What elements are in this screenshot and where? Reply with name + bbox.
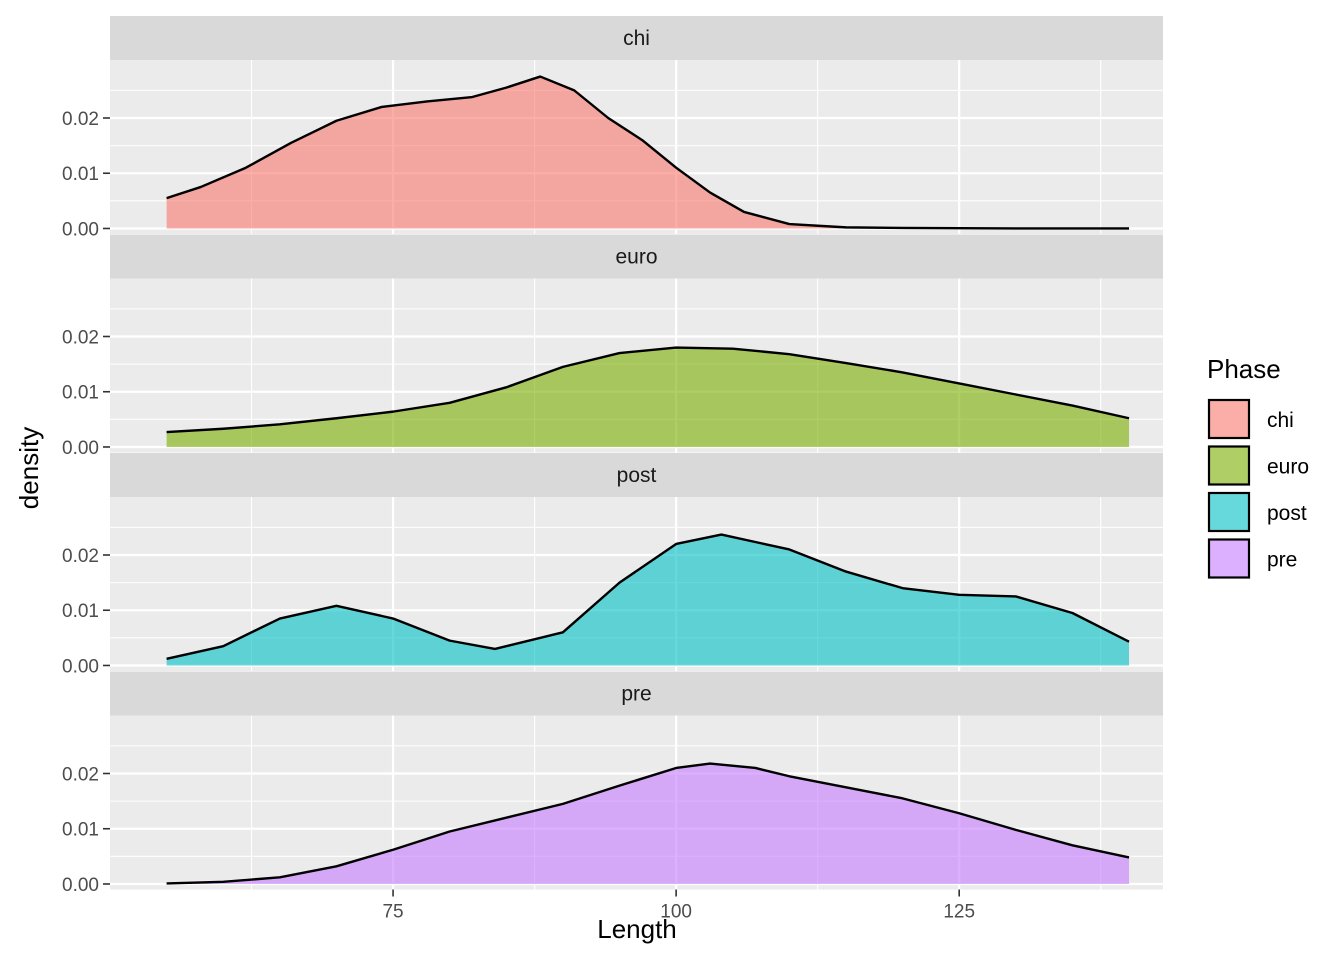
y-tick-label: 0.00 <box>62 219 99 240</box>
density-line-pre <box>166 762 1130 885</box>
density-line-euro <box>166 346 1130 434</box>
facet-strip-label: post <box>617 464 657 487</box>
legend-key-euro <box>1207 445 1251 486</box>
facet-chi: chi 0.00 0.01 0.02 <box>62 16 1163 240</box>
density-area-chi <box>166 76 1130 229</box>
legend-label-post: post <box>1267 502 1307 525</box>
y-tick-label: 0.01 <box>62 601 99 622</box>
legend-key-post <box>1207 491 1251 533</box>
y-tick-label: 0.02 <box>62 328 99 349</box>
y-tick-label: 0.01 <box>62 820 99 841</box>
y-tick-label: 0.02 <box>62 765 99 786</box>
facet-strip-pre <box>110 671 1163 716</box>
density-line-post <box>166 533 1130 661</box>
legend-label-pre: pre <box>1267 549 1297 572</box>
facet-strip-label: chi <box>623 27 650 50</box>
facet-strip-label: euro <box>615 246 657 269</box>
facet-pre: pre 0.00 0.01 0.02 <box>62 671 1163 896</box>
density-area-pre <box>166 763 1130 884</box>
facet-strip-label: pre <box>621 683 651 706</box>
y-tick-label: 0.01 <box>62 164 99 185</box>
y-tick-label: 0.00 <box>62 438 99 459</box>
facet-euro: euro 0.00 0.01 0.02 <box>62 234 1163 459</box>
legend-label-euro: euro <box>1267 456 1309 479</box>
facet-strip-chi <box>110 16 1163 60</box>
x-axis: 75 100 125 <box>382 889 975 923</box>
legend-label-chi: chi <box>1267 409 1294 432</box>
facet-strip-euro <box>110 234 1163 279</box>
legend-key-pre <box>1207 538 1251 579</box>
facet-panels: chi 0.00 0.01 0.02 euro 0.00 0.01 0.02 post 0.00 0… <box>62 16 1163 896</box>
density-area-euro <box>166 347 1130 447</box>
x-tick-label: 125 <box>943 902 975 923</box>
density-area-post <box>166 534 1130 666</box>
facet-post: post 0.00 0.01 0.02 <box>62 453 1163 677</box>
y-tick-label: 0.02 <box>62 546 99 567</box>
x-axis-title: Length <box>597 914 677 944</box>
y-tick-label: 0.00 <box>62 875 99 896</box>
density-line-chi <box>166 75 1130 230</box>
legend-title: Phase <box>1207 354 1281 384</box>
legend-key-chi <box>1207 398 1251 440</box>
x-tick-label: 100 <box>660 902 692 923</box>
x-tick-label: 75 <box>382 902 403 923</box>
y-tick-label: 0.00 <box>62 656 99 677</box>
y-axis-title: density <box>14 427 44 509</box>
facet-strip-post <box>110 453 1163 497</box>
y-tick-label: 0.02 <box>62 109 99 130</box>
y-tick-label: 0.01 <box>62 383 99 404</box>
legend: Phase chi euro post pre <box>1207 354 1309 580</box>
